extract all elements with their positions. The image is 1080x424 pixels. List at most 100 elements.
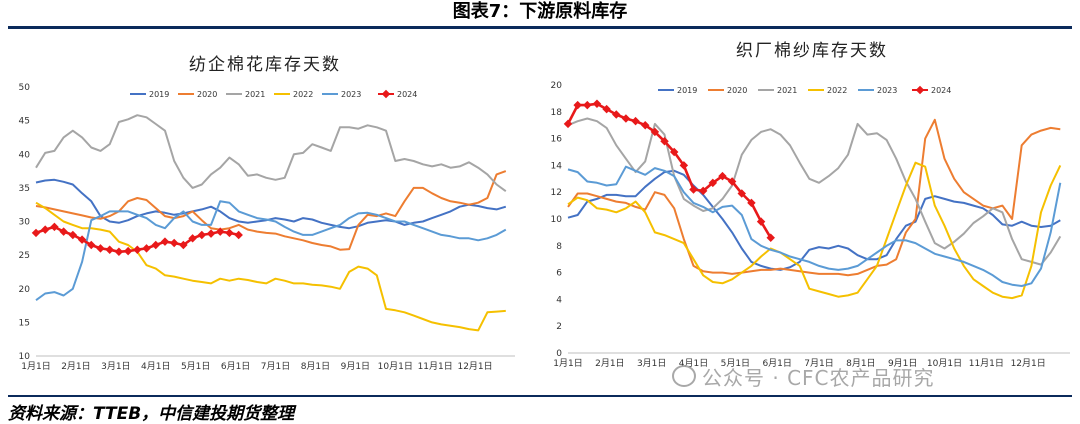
wechat-icon bbox=[672, 365, 696, 387]
x-tick-label: 5月1日 bbox=[181, 361, 210, 372]
source-note: 资料来源：TTEB，中信建投期货整理 bbox=[8, 404, 295, 424]
watermark: 公众号 · CFC农产品研究 bbox=[672, 362, 935, 391]
legend-label-2021: 2021 bbox=[245, 90, 265, 99]
data-point-2024 bbox=[31, 228, 41, 238]
data-point-2024 bbox=[188, 234, 197, 243]
legend-label-2020: 2020 bbox=[197, 90, 217, 99]
y-tick-label: 35 bbox=[19, 184, 30, 194]
title-rule bbox=[8, 26, 1072, 29]
data-point-2024 bbox=[573, 100, 582, 110]
data-point-2024 bbox=[87, 240, 96, 250]
y-tick-label: 2 bbox=[556, 322, 562, 332]
x-tick-label: 6月1日 bbox=[762, 358, 791, 369]
series-line-2019 bbox=[567, 169, 1061, 271]
series-line-2020 bbox=[35, 170, 507, 251]
data-point-2024 bbox=[621, 114, 631, 123]
y-tick-label: 14 bbox=[551, 161, 563, 171]
data-point-2024 bbox=[160, 237, 170, 246]
series-line-2023 bbox=[35, 200, 507, 302]
y-tick-label: 18 bbox=[551, 108, 563, 118]
chart-yarn-inventory: 织厂棉纱库存天数 0 2 4 6 8 10 12 14 16 18 20 1月1日 2月1日 3月1日 4月1… bbox=[551, 41, 1070, 369]
data-point-2024 bbox=[727, 177, 737, 186]
data-point-2024 bbox=[133, 245, 142, 254]
data-point-2024 bbox=[197, 230, 207, 240]
x-tick-label: 9月1日 bbox=[341, 361, 370, 372]
source-rule bbox=[8, 395, 1072, 397]
data-point-2024 bbox=[698, 186, 708, 196]
data-point-2024 bbox=[123, 246, 133, 256]
y-tick-label: 40 bbox=[19, 150, 31, 160]
y-tick-label: 4 bbox=[556, 295, 562, 305]
legend-label-2023: 2023 bbox=[341, 90, 361, 99]
data-point-2024 bbox=[151, 240, 160, 250]
y-tick-label: 15 bbox=[19, 318, 30, 328]
y-tick-label: 20 bbox=[19, 285, 31, 295]
data-point-2024 bbox=[40, 225, 50, 234]
x-tick-label: 7月1日 bbox=[804, 358, 833, 369]
x-tick-label: 1月1日 bbox=[553, 358, 582, 369]
series-line-2020 bbox=[567, 118, 1061, 277]
y-tick-label: 25 bbox=[19, 251, 30, 261]
data-point-2024 bbox=[206, 229, 216, 238]
legend-label-2022: 2022 bbox=[293, 90, 313, 99]
x-tick-label: 5月1日 bbox=[721, 358, 750, 369]
legend-label-2019: 2019 bbox=[677, 86, 697, 95]
data-point-2024 bbox=[583, 100, 592, 110]
series-line-2024 bbox=[566, 102, 772, 239]
x-tick-label: 8月1日 bbox=[846, 358, 875, 369]
y-tick-label: 6 bbox=[556, 269, 562, 279]
data-point-2024 bbox=[68, 230, 78, 240]
legend-label-2023: 2023 bbox=[877, 86, 897, 95]
legend-label-2019: 2019 bbox=[149, 90, 169, 99]
y-tick-label: 50 bbox=[19, 83, 31, 93]
data-point-2024 bbox=[756, 217, 766, 226]
series-line-2022 bbox=[567, 161, 1062, 300]
x-tick-label: 10月1日 bbox=[927, 358, 962, 369]
data-point-2024 bbox=[679, 161, 689, 170]
x-tick-label: 1月1日 bbox=[21, 361, 50, 372]
chart-title: 纺企棉花库存天数 bbox=[189, 55, 341, 75]
y-tick-label: 12 bbox=[551, 188, 562, 198]
x-tick-label: 6月1日 bbox=[221, 361, 250, 372]
chart-cotton-inventory: 纺企棉花库存天数 10 15 20 25 30 35 40 45 50 1月1日 2月1日 3月1日 4月… bbox=[19, 55, 515, 372]
legend-label-2022: 2022 bbox=[827, 86, 847, 95]
y-tick-label: 45 bbox=[19, 117, 30, 127]
data-point-2024 bbox=[708, 178, 718, 188]
legend-label-2024: 2024 bbox=[931, 86, 951, 95]
x-tick-label: 3月1日 bbox=[101, 361, 130, 372]
legend-label-2020: 2020 bbox=[727, 86, 747, 95]
series-line-2022 bbox=[35, 201, 506, 332]
x-tick-label: 2月1日 bbox=[61, 361, 90, 372]
x-tick-label: 12月1日 bbox=[457, 361, 492, 372]
y-tick-label: 0 bbox=[556, 349, 562, 359]
data-point-2024 bbox=[225, 228, 234, 238]
y-tick-label: 16 bbox=[551, 135, 563, 145]
chart-title: 织厂棉纱库存天数 bbox=[736, 41, 888, 61]
y-tick-label: 30 bbox=[19, 218, 31, 228]
x-tick-label: 4月1日 bbox=[679, 358, 708, 369]
data-point-2024 bbox=[50, 222, 59, 232]
y-tick-label: 10 bbox=[551, 215, 563, 225]
data-point-2024 bbox=[669, 147, 679, 157]
series-line-2021 bbox=[35, 114, 507, 193]
data-point-2024 bbox=[169, 238, 179, 248]
x-tick-label: 2月1日 bbox=[595, 358, 624, 369]
x-tick-label: 8月1日 bbox=[301, 361, 330, 372]
data-point-2024 bbox=[59, 227, 68, 236]
data-point-2024 bbox=[142, 244, 151, 253]
series-line-2021 bbox=[567, 117, 1062, 266]
data-point-2024 bbox=[689, 185, 698, 194]
data-point-2024 bbox=[105, 245, 114, 254]
x-tick-label: 10月1日 bbox=[378, 361, 413, 372]
data-point-2024 bbox=[650, 127, 660, 137]
figure-title: 图表7：下游原料库存 bbox=[452, 1, 628, 22]
x-tick-label: 11月1日 bbox=[418, 361, 453, 372]
x-tick-label: 3月1日 bbox=[637, 358, 666, 369]
data-point-2024 bbox=[234, 230, 243, 240]
data-point-2024 bbox=[718, 171, 727, 181]
data-point-2024 bbox=[114, 247, 124, 257]
y-tick-label: 10 bbox=[19, 352, 31, 362]
data-point-2024 bbox=[602, 104, 611, 114]
legend-label-2024: 2024 bbox=[397, 90, 417, 99]
x-tick-label: 12月1日 bbox=[1011, 358, 1046, 369]
